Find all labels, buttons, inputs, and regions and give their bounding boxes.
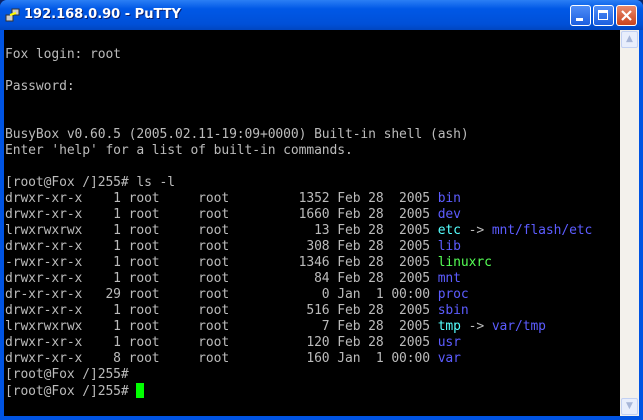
listing-row: drwxr-xr-x 1 root root 308 Feb 28 2005 l… [5,239,461,254]
scroll-up-button[interactable]: ▲ [621,31,638,48]
file-name: usr [437,335,461,350]
file-name: linuxrc [437,255,492,270]
listing-row: lrwxrwxrwx 1 root root 13 Feb 28 2005 et… [5,223,593,238]
shell-prompt: [root@Fox /]255# [5,367,137,382]
listing-row: drwxr-xr-x 1 root root 1352 Feb 28 2005 … [5,191,461,206]
title-bar[interactable]: 192.168.0.90 - PuTTY [0,0,643,30]
terminal-line: BusyBox v0.60.5 (2005.02.11-19:09+0000) … [5,127,469,142]
listing-row: drwxr-xr-x 1 root root 120 Feb 28 2005 u… [5,335,461,350]
file-name: bin [437,191,461,206]
shell-prompt: [root@Fox /]255# [5,384,137,399]
chevron-down-icon: ▼ [626,401,633,411]
putty-icon [5,8,20,22]
file-name: sbin [437,303,469,318]
link-target: mnt/flash/etc [491,223,593,238]
minimize-icon [576,18,583,21]
close-icon [621,10,632,21]
window-title: 192.168.0.90 - PuTTY [24,7,181,22]
link-target: var/tmp [491,319,546,334]
terminal-line: Password: [5,79,75,94]
terminal-screen[interactable]: Fox login: root Password: BusyBox v0.60.… [4,30,620,416]
listing-row: drwxr-xr-x 1 root root 84 Feb 28 2005 mn… [5,271,461,286]
maximize-icon [598,10,608,20]
listing-row: drwxr-xr-x 1 root root 1660 Feb 28 2005 … [5,207,461,222]
file-name: proc [437,287,469,302]
file-name: mnt [437,271,461,286]
terminal-line: Enter 'help' for a list of built-in comm… [5,143,353,158]
maximize-button[interactable] [593,5,614,26]
listing-row: dr-xr-xr-x 29 root root 0 Jan 1 00:00 pr… [5,287,469,302]
listing-row: drwxr-xr-x 8 root root 160 Jan 1 00:00 v… [5,351,461,366]
text-cursor [136,383,145,398]
file-name: var [437,351,461,366]
file-name: dev [437,207,461,222]
listing-row: drwxr-xr-x 1 root root 516 Feb 28 2005 s… [5,303,469,318]
file-name: etc [437,223,461,238]
command-prompt: [root@Fox /]255# ls -l [5,175,175,190]
chevron-up-icon: ▲ [626,34,633,44]
close-button[interactable] [616,5,637,26]
scroll-down-button[interactable]: ▼ [621,398,638,415]
minimize-button[interactable] [570,5,591,26]
file-name: lib [437,239,461,254]
listing-row: lrwxrwxrwx 1 root root 7 Feb 28 2005 tmp… [5,319,546,334]
file-name: tmp [437,319,461,334]
terminal-output: Fox login: root Password: BusyBox v0.60.… [4,30,620,400]
vertical-scrollbar[interactable]: ▲ ▼ [620,30,639,416]
terminal-line: Fox login: root [5,47,121,62]
listing-row: -rwxr-xr-x 1 root root 1346 Feb 28 2005 … [5,255,492,270]
